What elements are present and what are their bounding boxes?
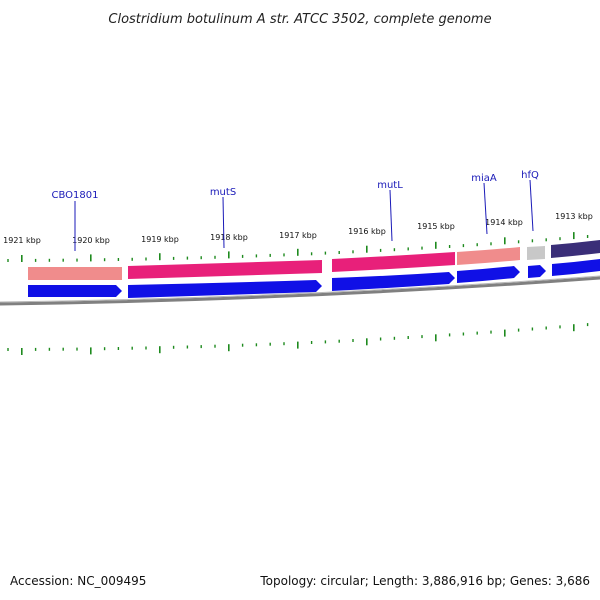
tick-label-1918: 1918 kbp <box>210 233 248 242</box>
gene-label-cbo1801[interactable]: CBO1801 <box>52 190 99 201</box>
cds-muts[interactable] <box>128 280 322 298</box>
inner-ruler-ticks <box>7 323 589 355</box>
ruler-labels: 1921 kbp 1920 kbp 1919 kbp 1918 kbp 1917… <box>3 212 593 245</box>
leader-mutl <box>389 189 393 242</box>
tick-label-1915: 1915 kbp <box>417 222 455 231</box>
gene-label-mutl[interactable]: mutL <box>377 180 403 191</box>
cds-mutl[interactable] <box>332 272 455 291</box>
gene-label-muts[interactable]: mutS <box>210 187 236 198</box>
genome-backbone-highlight <box>0 275 600 303</box>
genome-summary: Topology: circular; Length: 3,886,916 bp… <box>259 574 590 588</box>
gene-label-leaders <box>74 179 534 251</box>
tick-label-1914: 1914 kbp <box>485 218 523 227</box>
gene-label-miaa[interactable]: miaA <box>471 173 497 184</box>
cds-miaa[interactable] <box>457 266 520 283</box>
feature-mutl[interactable] <box>332 252 455 272</box>
genome-title: Clostridium botulinum A str. ATCC 3502, … <box>108 12 491 27</box>
feature-next-gene[interactable] <box>551 240 600 258</box>
tick-label-1919: 1919 kbp <box>141 235 179 244</box>
outer-ruler-ticks <box>7 232 589 262</box>
genome-backbone <box>0 276 600 306</box>
gene-label-hfq[interactable]: hfQ <box>521 170 539 181</box>
leader-hfq <box>529 179 534 232</box>
accession-label: Accession: NC_009495 <box>10 574 146 588</box>
feature-miaa[interactable] <box>457 247 520 265</box>
leader-muts <box>222 196 225 249</box>
cds-next-gene[interactable] <box>552 259 600 276</box>
feature-track-rna[interactable] <box>28 240 600 280</box>
gene-labels[interactable]: CBO1801 mutS mutL miaA hfQ <box>52 170 539 201</box>
tick-label-1913: 1913 kbp <box>555 212 593 221</box>
feature-cbo1801[interactable] <box>28 267 122 280</box>
tick-label-1921: 1921 kbp <box>3 236 41 245</box>
leader-miaa <box>483 182 488 235</box>
feature-muts[interactable] <box>128 260 322 279</box>
feature-track-cds[interactable] <box>28 259 600 298</box>
cds-cbo1801[interactable] <box>28 285 122 297</box>
tick-label-1916: 1916 kbp <box>348 227 386 236</box>
cds-hfq[interactable] <box>528 265 546 278</box>
feature-hfq[interactable] <box>527 246 545 260</box>
tick-label-1920: 1920 kbp <box>72 236 110 245</box>
tick-label-1917: 1917 kbp <box>279 231 317 240</box>
